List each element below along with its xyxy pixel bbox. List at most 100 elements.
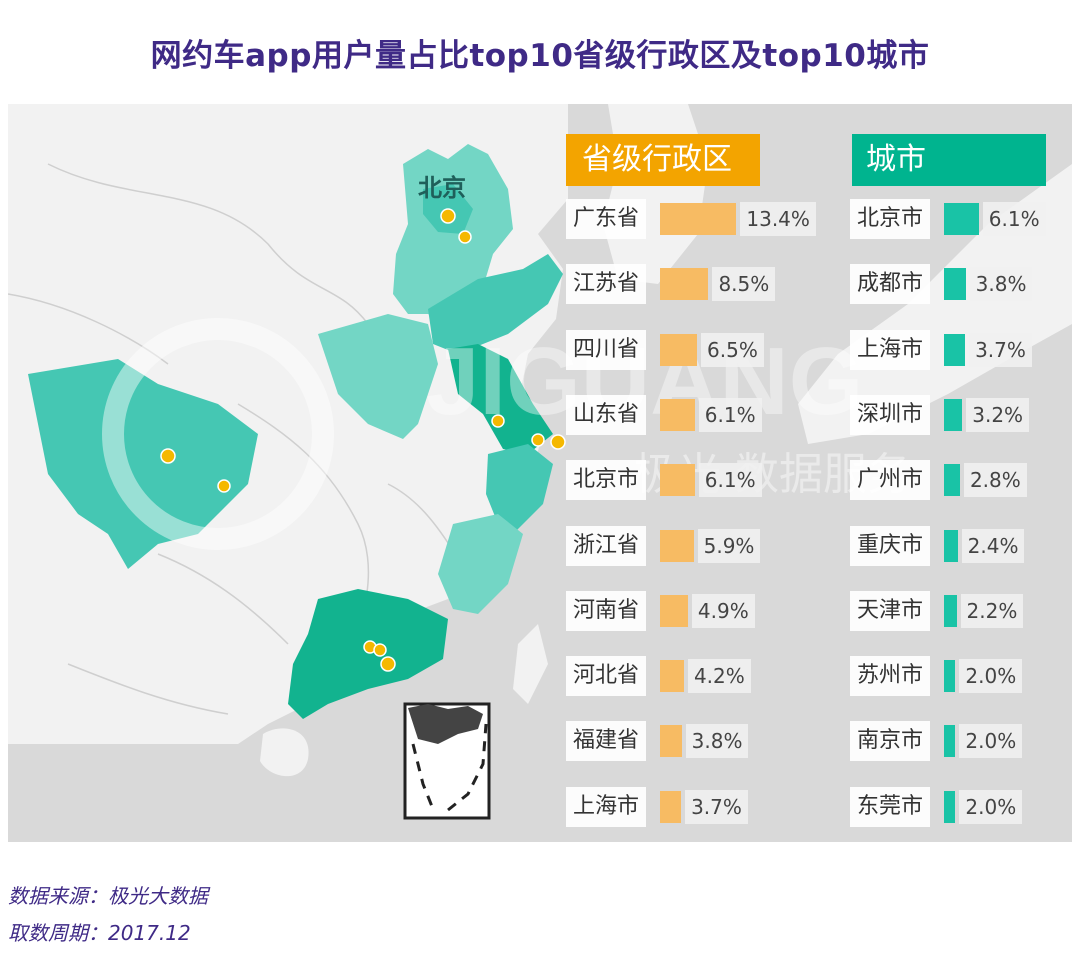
province-row: 上海市 3.7% bbox=[566, 786, 816, 827]
highlighted-provinces bbox=[28, 144, 563, 719]
bar bbox=[944, 660, 956, 693]
bar-value-label: 3.8% bbox=[685, 724, 749, 759]
bar bbox=[660, 333, 698, 366]
province-sichuan bbox=[28, 359, 258, 569]
city-dot-chongqing bbox=[217, 479, 231, 493]
bar-category-label: 北京市 bbox=[850, 199, 930, 239]
bar-category-label: 福建省 bbox=[566, 721, 646, 762]
bar-value-label: 6.1% bbox=[982, 202, 1046, 236]
bar bbox=[660, 660, 684, 693]
bar-value-label: 2.2% bbox=[960, 593, 1024, 628]
bar-value-label: 3.8% bbox=[969, 267, 1033, 302]
province-row: 福建省 3.8% bbox=[566, 721, 816, 762]
province-fujian bbox=[438, 514, 523, 614]
bar bbox=[944, 725, 956, 758]
bar bbox=[944, 464, 960, 497]
province-chart-header: 省级行政区 bbox=[566, 134, 760, 186]
bar-category-label: 浙江省 bbox=[566, 525, 646, 566]
bar-value-label: 4.9% bbox=[691, 593, 755, 628]
city-row: 广州市 2.8% bbox=[850, 460, 1080, 501]
bar bbox=[660, 203, 737, 235]
bar-category-label: 东莞市 bbox=[850, 786, 930, 827]
city-row: 北京市 6.1% bbox=[850, 199, 1080, 239]
bar-value-label: 3.7% bbox=[969, 332, 1032, 367]
bar-category-label: 江苏省 bbox=[566, 264, 646, 305]
bar bbox=[660, 725, 682, 758]
bar-value-label: 6.5% bbox=[701, 332, 764, 367]
bar-category-label: 河北省 bbox=[566, 656, 646, 697]
hainan-land bbox=[260, 728, 309, 777]
taiwan-land bbox=[513, 624, 548, 704]
province-guangdong bbox=[288, 589, 448, 719]
bar bbox=[944, 529, 958, 562]
bar bbox=[944, 790, 956, 823]
province-row: 河南省 4.9% bbox=[566, 590, 816, 631]
bar bbox=[660, 790, 682, 823]
bar-category-label: 河南省 bbox=[566, 590, 646, 631]
province-shandong bbox=[428, 254, 563, 354]
province-row: 江苏省 8.5% bbox=[566, 264, 816, 305]
bar-category-label: 上海市 bbox=[566, 786, 646, 827]
bar-category-label: 苏州市 bbox=[850, 656, 930, 697]
bar bbox=[944, 268, 966, 301]
bar bbox=[660, 594, 688, 627]
city-row: 重庆市 2.4% bbox=[850, 525, 1080, 566]
bar bbox=[944, 333, 966, 366]
bar-value-label: 2.4% bbox=[961, 528, 1025, 563]
bar-value-label: 13.4% bbox=[740, 202, 816, 236]
bar-value-label: 6.1% bbox=[698, 397, 762, 432]
bar-value-label: 3.2% bbox=[966, 397, 1030, 432]
page-title: 网约车app用户量占比top10省级行政区及top10城市 bbox=[150, 38, 930, 74]
bar-category-label: 重庆市 bbox=[850, 525, 930, 566]
bar bbox=[944, 594, 957, 627]
data-source: 数据来源：极光大数据 bbox=[8, 884, 208, 908]
city-row: 东莞市 2.0% bbox=[850, 786, 1080, 827]
province-row: 北京市 6.1% bbox=[566, 460, 816, 501]
city-dot-beijing bbox=[440, 208, 456, 224]
south-china-sea-inset bbox=[403, 702, 491, 820]
province-row: 四川省 6.5% bbox=[566, 329, 816, 370]
bar-category-label: 深圳市 bbox=[850, 394, 930, 435]
bar-value-label: 2.0% bbox=[959, 659, 1023, 694]
bar-value-label: 2.8% bbox=[963, 463, 1027, 498]
bar bbox=[660, 398, 695, 431]
bar-category-label: 广东省 bbox=[566, 199, 646, 239]
bar-value-label: 3.7% bbox=[685, 789, 748, 824]
bar-value-label: 2.0% bbox=[959, 789, 1023, 824]
province-row: 河北省 4.2% bbox=[566, 656, 816, 697]
bar-category-label: 山东省 bbox=[566, 394, 646, 435]
bar-category-label: 上海市 bbox=[850, 329, 930, 370]
bar-value-label: 5.9% bbox=[697, 528, 761, 563]
bar bbox=[660, 529, 694, 562]
province-henan bbox=[318, 314, 438, 439]
bar-value-label: 2.0% bbox=[959, 724, 1023, 759]
city-row: 苏州市 2.0% bbox=[850, 656, 1080, 697]
city-dot-shanghai bbox=[550, 434, 566, 450]
bar-category-label: 成都市 bbox=[850, 264, 930, 305]
bar-value-label: 6.1% bbox=[698, 463, 762, 498]
beijing-label: 北京 bbox=[418, 174, 466, 202]
city-dot-shenzhen bbox=[380, 656, 396, 672]
bar bbox=[660, 268, 709, 301]
bar bbox=[660, 464, 695, 497]
province-zhejiang bbox=[486, 444, 553, 534]
province-jiangsu bbox=[448, 344, 553, 454]
bar-category-label: 天津市 bbox=[850, 590, 930, 631]
city-dot-tianjin bbox=[458, 230, 472, 244]
city-row: 成都市 3.8% bbox=[850, 264, 1080, 305]
bar-category-label: 北京市 bbox=[566, 460, 646, 501]
city-row: 南京市 2.0% bbox=[850, 721, 1080, 762]
bar-value-label: 8.5% bbox=[712, 267, 776, 302]
city-dot-dongguan bbox=[373, 643, 387, 657]
bar-category-label: 四川省 bbox=[566, 329, 646, 370]
city-chart-header: 城市 bbox=[852, 134, 1046, 186]
city-row: 天津市 2.2% bbox=[850, 590, 1080, 631]
province-row: 广东省 13.4% bbox=[566, 199, 816, 239]
data-period: 取数周期：2017.12 bbox=[8, 921, 191, 945]
bar-value-label: 4.2% bbox=[687, 659, 751, 694]
bar bbox=[944, 398, 963, 431]
city-dot-chengdu bbox=[160, 448, 176, 464]
bar-category-label: 南京市 bbox=[850, 721, 930, 762]
city-dots bbox=[160, 208, 566, 672]
bar-category-label: 广州市 bbox=[850, 460, 930, 501]
